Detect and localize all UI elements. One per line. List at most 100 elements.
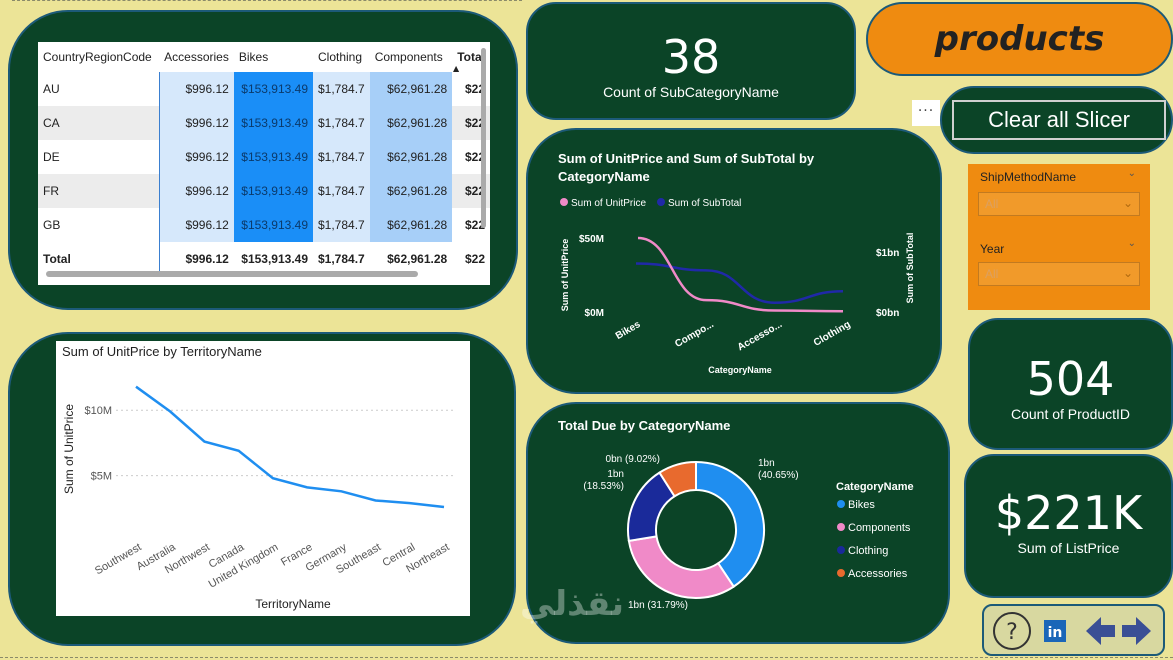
table-cell: $996.12 — [159, 208, 234, 242]
table-cell: $62,961.28 — [369, 174, 453, 208]
combo-chart-card: Sum of UnitPrice and Sum of SubTotal by … — [526, 128, 942, 394]
y-axis-title: Sum of UnitPrice — [62, 404, 76, 494]
x-tick-label: Bikes — [614, 319, 643, 342]
donut-slice — [627, 535, 736, 599]
kpi-card-productid: 504 Count of ProductID — [968, 318, 1173, 450]
chevron-down-icon[interactable]: ⌄ — [1127, 238, 1136, 249]
more-options-button[interactable]: ··· — [912, 100, 940, 126]
x-axis-title: CategoryName — [708, 365, 772, 375]
horizontal-scrollbar[interactable] — [46, 271, 418, 277]
kpi-card-listprice: $221K Sum of ListPrice — [964, 454, 1173, 598]
table-cell: $22 — [464, 218, 485, 232]
y2-tick-label: $1bn — [876, 248, 899, 259]
col-header[interactable]: Accessories — [164, 50, 229, 64]
vertical-scrollbar[interactable] — [481, 48, 486, 228]
forward-arrow-icon[interactable] — [1122, 617, 1151, 645]
table-cell: DE — [38, 140, 160, 174]
year-dropdown[interactable]: All ⌄ — [978, 262, 1140, 286]
x-tick-label: Southwest — [93, 541, 143, 577]
linkedin-icon[interactable]: in — [1044, 620, 1066, 642]
y-tick-label: $50M — [579, 234, 604, 245]
table-cell: $153,913.49 — [233, 208, 313, 242]
y2-axis-title: Sum of SubTotal — [905, 233, 915, 304]
col-header[interactable]: Components — [374, 50, 443, 64]
help-icon[interactable]: ? — [993, 612, 1031, 650]
table-cell: $1,784.7 — [313, 208, 370, 242]
table-cell: CA — [38, 106, 160, 140]
slicer-title-year: Year — [980, 242, 1005, 256]
help-glyph: ? — [1006, 620, 1018, 645]
matrix-visual[interactable]: CountryRegionCode Accessories Bikes Clot… — [38, 42, 490, 285]
table-cell: $62,961.28 — [369, 72, 453, 106]
dropdown-value: All — [985, 267, 999, 281]
table-cell: $153,913.49 — [233, 174, 313, 208]
data-label: 0bn (9.02%) — [606, 454, 660, 465]
slicer-title-shipmethod: ShipMethodName — [980, 170, 1077, 184]
x-tick-label: Compo... — [673, 319, 716, 350]
table-row[interactable]: FR $996.12 $153,913.49 $1,784.7 $62,961.28 $2… — [38, 174, 490, 208]
col-header[interactable]: Total — [457, 50, 485, 64]
legend-marker — [837, 500, 845, 508]
donut-chart[interactable]: 1bn (40.65%) 1bn (31.79%) 1bn (18.53%) 0bn (9… — [528, 404, 948, 642]
chevron-down-icon: ⌄ — [1122, 266, 1133, 280]
table-cell: $153,913.49 — [233, 242, 313, 276]
table-cell: $153,913.49 — [233, 106, 313, 140]
legend-label: Clothing — [848, 545, 888, 557]
table-cell: AU — [38, 72, 160, 106]
chart-title: Total Due by CategoryName — [558, 418, 731, 433]
x-axis-title: TerritoryName — [255, 597, 331, 611]
table-cell: FR — [38, 174, 160, 208]
data-label: 1bn (40.65%) — [758, 458, 799, 481]
kpi-label: Count of ProductID — [1010, 406, 1131, 422]
table-cell: $1,784.7 — [313, 242, 370, 276]
line-chart: $5M$10MSouthwestAustraliaNorthwestCanada… — [62, 385, 454, 611]
table-row[interactable]: DE $996.12 $153,913.49 $1,784.7 $62,961.28 $2… — [38, 140, 490, 174]
table-cell: $996.12 — [159, 174, 234, 208]
y-tick-label: $5M — [91, 471, 112, 483]
legend-marker — [837, 569, 845, 577]
line-chart-visual[interactable]: Sum of UnitPrice by TerritoryName $5M $10… — [56, 341, 470, 616]
combo-chart[interactable]: Sum of UnitPrice Sum of SubTotal $50M $0M $1… — [528, 130, 940, 392]
y2-tick-label: $0bn — [876, 308, 899, 319]
col-header[interactable]: CountryRegionCode — [43, 50, 152, 64]
total-row: Total $996.12 $153,913.49 $1,784.7 $62,961.2… — [38, 242, 490, 276]
col-header[interactable]: Bikes — [238, 50, 269, 64]
back-arrow-icon[interactable] — [1086, 617, 1115, 645]
legend-title: CategoryName — [836, 481, 914, 493]
table-cell: $996.12 — [159, 106, 234, 140]
x-tick-label: Clothing — [812, 319, 853, 349]
table-cell: $153,913.49 — [233, 140, 313, 174]
linkedin-glyph: in — [1048, 625, 1063, 641]
table-cell: $62,961.28 — [369, 208, 453, 242]
table-cell: Total — [38, 242, 160, 276]
table-cell: $1,784.7 — [313, 140, 370, 174]
table-cell: $62,961.28 — [369, 106, 453, 140]
table-cell: $22 — [464, 82, 485, 96]
shipmethod-dropdown[interactable]: All ⌄ — [978, 192, 1140, 216]
series-line — [135, 385, 445, 509]
data-label: 1bn (18.53%) — [583, 469, 624, 492]
y-axis-title: Sum of UnitPrice — [560, 239, 570, 312]
table-row[interactable]: AU $996.12 $153,913.49 $1,784.7 $62,961.28 $2… — [38, 72, 490, 106]
table-cell: $22 — [464, 150, 485, 164]
legend-label: Bikes — [848, 499, 875, 511]
kpi-label: Count of SubCategoryName — [603, 84, 779, 100]
sort-ascending-icon[interactable]: ▲ — [453, 64, 460, 73]
table-row[interactable]: GB $996.12 $153,913.49 $1,784.7 $62,961.28 $2… — [38, 208, 490, 242]
kpi-value: 504 — [1026, 352, 1115, 406]
table-cell: $153,913.49 — [233, 72, 313, 106]
series-line-subtotal — [635, 262, 844, 305]
col-header[interactable]: Clothing — [318, 50, 363, 64]
matrix-table: CountryRegionCode Accessories Bikes Clot… — [38, 42, 490, 276]
table-row[interactable]: CA $996.12 $153,913.49 $1,784.7 $62,961.28 $2… — [38, 106, 490, 140]
page-title: products — [866, 2, 1173, 76]
table-cell: $996.12 — [159, 140, 234, 174]
donut-chart-card: Total Due by CategoryName 1bn (40.65%) 1bn… — [526, 402, 950, 644]
x-tick-label: Accesso... — [736, 319, 785, 353]
legend-marker — [837, 523, 845, 531]
series-line-unitprice — [637, 236, 844, 313]
table-cell: $996.12 — [159, 242, 234, 276]
chart-title: Sum of UnitPrice by TerritoryName — [62, 344, 262, 359]
clear-all-slicer-button[interactable]: Clear all Slicer — [952, 100, 1166, 140]
chevron-down-icon[interactable]: ⌄ — [1127, 168, 1136, 179]
